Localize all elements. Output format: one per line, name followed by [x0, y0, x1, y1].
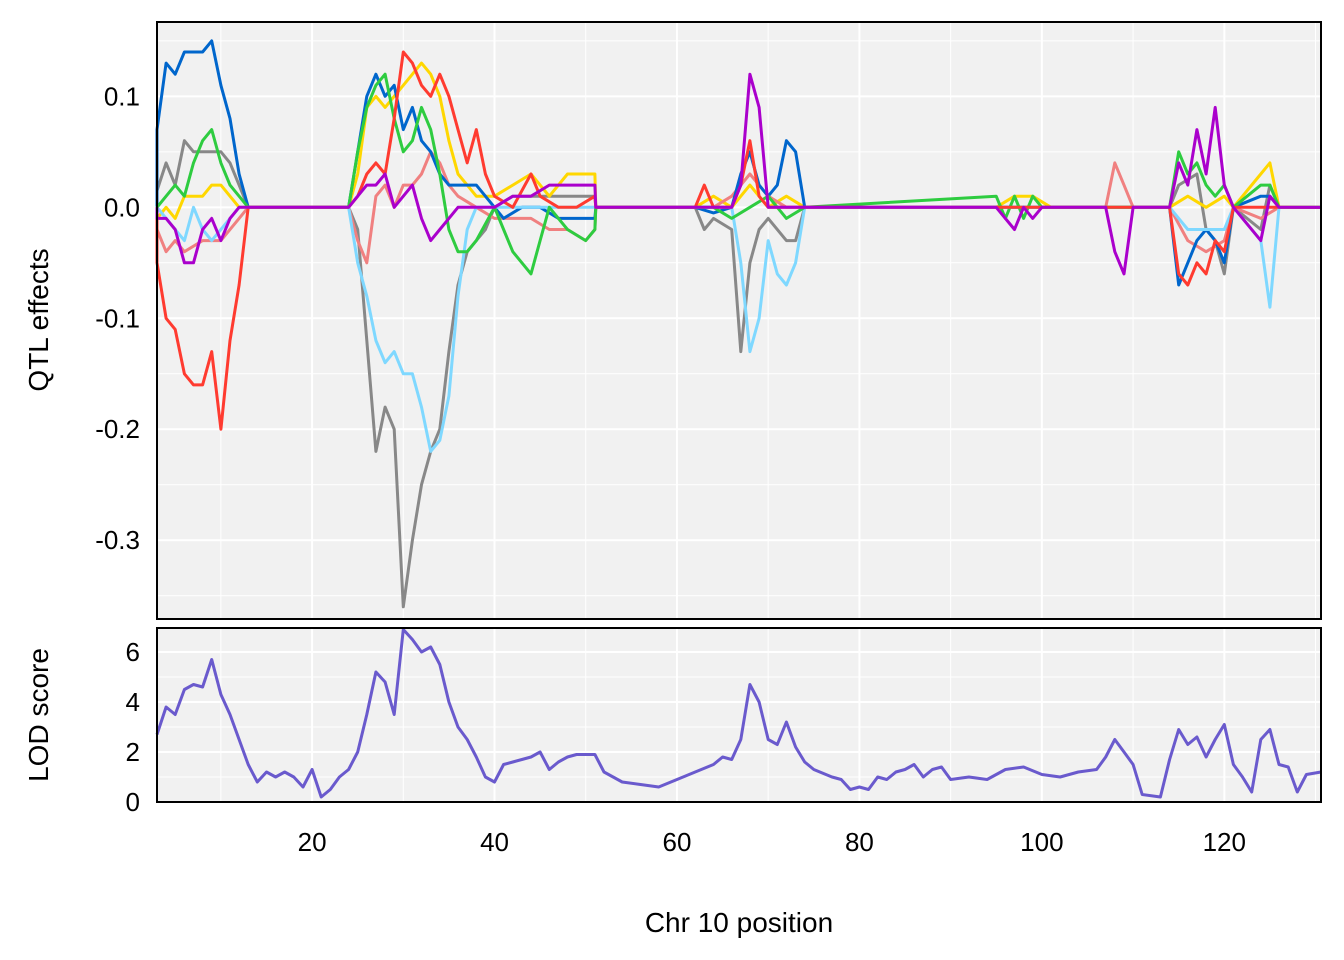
x-tick-label: 40 — [480, 827, 509, 857]
lod-y-tick-label: 6 — [126, 637, 140, 667]
effects-y-tick-label: 0.1 — [104, 81, 140, 111]
effects-y-tick-label: 0.0 — [104, 192, 140, 222]
x-tick-label: 120 — [1203, 827, 1246, 857]
lod-y-label: LOD score — [23, 648, 54, 782]
x-tick-label: 80 — [845, 827, 874, 857]
effects-y-tick-label: -0.3 — [95, 525, 140, 555]
effect-series-purple — [155, 72, 1322, 276]
lod-panel-border — [156, 627, 1322, 803]
effects-y-tick-label: -0.2 — [95, 414, 140, 444]
lod-panel — [157, 628, 1321, 802]
effects-y-label: QTL effects — [23, 248, 54, 391]
lod-series — [155, 628, 1322, 799]
x-tick-label: 20 — [298, 827, 327, 857]
effects-panel-border — [156, 21, 1322, 620]
lod-y-tick-label: 2 — [126, 737, 140, 767]
lod-y-tick-label: 0 — [126, 787, 140, 817]
effect-series-red — [155, 50, 1322, 431]
x-tick-label: 60 — [663, 827, 692, 857]
x-axis-label: Chr 10 position — [645, 907, 833, 938]
lod-y-tick-label: 4 — [126, 687, 140, 717]
effect-series-blue — [155, 39, 1322, 287]
effects-y-tick-label: -0.1 — [95, 303, 140, 333]
x-tick-label: 100 — [1020, 827, 1063, 857]
